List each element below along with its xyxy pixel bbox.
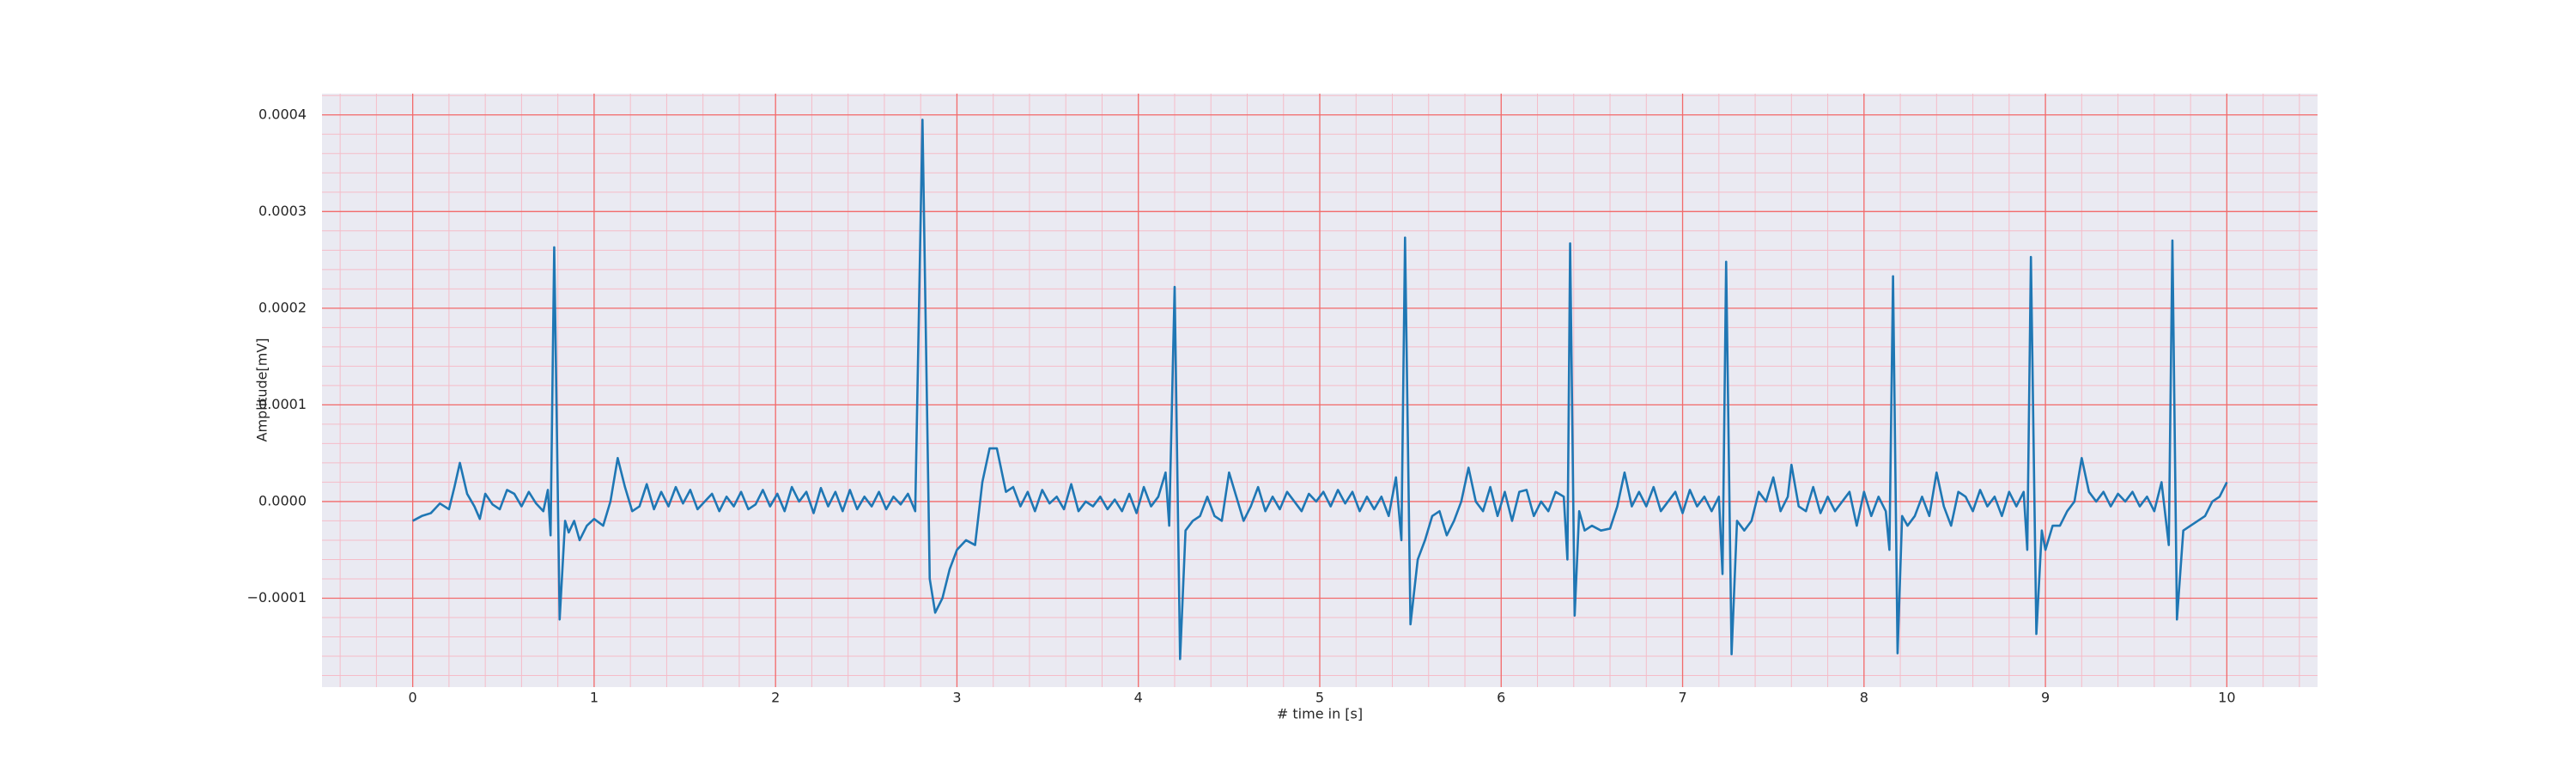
- x-tick-label: 0: [409, 690, 417, 706]
- x-axis-label: # time in [s]: [1277, 706, 1363, 722]
- y-tick-label: −0.0001: [247, 589, 307, 606]
- x-tick-label: 9: [2041, 690, 2050, 706]
- y-tick-label: 0.0002: [258, 299, 307, 315]
- x-tick-label: 7: [1678, 690, 1686, 706]
- x-tick-label: 1: [590, 690, 598, 706]
- y-tick-label: 0.0004: [258, 106, 307, 122]
- x-tick-label: 8: [1860, 690, 1868, 706]
- x-tick-label: 2: [771, 690, 780, 706]
- y-tick-label: 0.0001: [258, 396, 307, 412]
- y-axis-label: Amplitude[mV]: [254, 338, 270, 441]
- x-tick-label: 4: [1134, 690, 1143, 706]
- line: [412, 119, 2228, 660]
- y-tick-label: 0.0000: [258, 492, 307, 508]
- x-tick-label: 6: [1497, 690, 1505, 706]
- x-tick-label: 5: [1315, 690, 1324, 706]
- x-tick-label: 3: [952, 690, 961, 706]
- x-tick-label: 10: [2218, 690, 2235, 706]
- major-grid: [322, 94, 2318, 687]
- y-tick-label: 0.0003: [258, 203, 307, 219]
